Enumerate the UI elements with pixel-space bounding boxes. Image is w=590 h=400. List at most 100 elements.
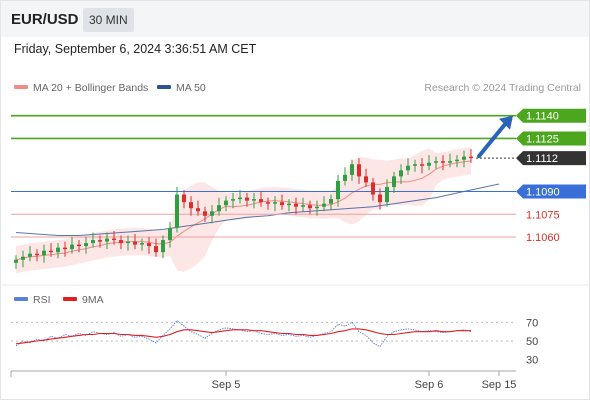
candle-body	[308, 205, 312, 209]
candle-body	[434, 161, 438, 163]
legend-rsi-label: RSI	[33, 294, 51, 306]
candle-body	[112, 238, 116, 241]
legend-ma20-label: MA 20 + Bollinger Bands	[33, 82, 148, 94]
candle-body	[322, 203, 326, 207]
legend-9ma-label: 9MA	[82, 294, 104, 306]
candle-body	[378, 194, 382, 203]
candle-body	[266, 202, 270, 204]
legend-rsi-swatch	[14, 297, 28, 301]
candle-body	[329, 199, 333, 204]
candle-body	[168, 227, 172, 241]
level-label-1: 1.1125	[526, 133, 559, 145]
forecast-arrow-head	[499, 115, 513, 130]
datetime-label: Friday, September 6, 2024 3:36:51 AM CET	[14, 42, 257, 56]
candle-body	[161, 240, 165, 253]
candle-body	[49, 250, 53, 253]
chart-header: EUR/USD 30 MIN	[1, 1, 589, 37]
candle-body	[231, 199, 235, 201]
candle-body	[385, 186, 389, 203]
candle-body	[392, 176, 396, 187]
candle-body	[259, 199, 263, 203]
candle-body	[28, 253, 32, 257]
candle-body	[301, 205, 305, 207]
candle-body	[441, 161, 445, 163]
rsi-tick-50: 50	[526, 336, 538, 348]
candle-body	[252, 199, 256, 201]
candle-body	[77, 244, 81, 247]
candle-body	[189, 202, 193, 209]
candle-body	[238, 197, 242, 200]
candle-body	[175, 194, 179, 228]
candle-body	[399, 170, 403, 177]
candle-body	[84, 243, 88, 247]
level-tag-2	[516, 151, 586, 166]
candle-body	[210, 211, 214, 216]
level-tag-0	[516, 108, 586, 123]
candle-body	[336, 180, 340, 200]
candle-body	[105, 238, 109, 242]
x-tick-label-1: Sep 6	[415, 379, 444, 391]
research-credit: Research © 2024 Trading Central	[424, 82, 581, 94]
candle-body	[119, 240, 123, 244]
rsi-series-rsi	[15, 319, 472, 348]
level-tag-3	[516, 184, 586, 199]
candle-body	[406, 165, 410, 171]
bollinger-band	[16, 147, 471, 274]
ma50-line	[15, 183, 500, 236]
candle-body	[357, 164, 361, 177]
x-tick-label-0: Sep 5	[212, 379, 241, 391]
candle-body	[245, 197, 249, 201]
level-label-3: 1.1090	[526, 187, 560, 199]
candle-body	[126, 241, 130, 244]
candle-body	[287, 203, 291, 206]
candle-body	[140, 243, 144, 245]
candle-body	[21, 256, 25, 260]
candle-body	[42, 250, 46, 256]
candle-body	[217, 205, 221, 212]
candle-body	[133, 241, 137, 245]
candle-body	[455, 159, 459, 162]
candle-body	[224, 200, 228, 206]
timeframe-button[interactable]: 30 MIN	[83, 8, 134, 32]
candle-body	[350, 164, 354, 175]
candle-body	[14, 259, 18, 263]
candle-body	[427, 162, 431, 166]
candle-body	[91, 240, 95, 244]
candle-body	[98, 240, 102, 242]
rsi-tick-70: 70	[526, 317, 538, 329]
legend-ma20-swatch	[14, 85, 28, 89]
rsi-series-9ma	[15, 328, 471, 345]
candle-body	[364, 176, 368, 183]
level-tag-1	[516, 131, 586, 146]
candle-body	[343, 174, 347, 181]
candle-body	[63, 247, 67, 250]
candle-body	[35, 253, 39, 256]
legend-ma50-label: MA 50	[176, 82, 206, 94]
candle-body	[70, 244, 74, 250]
level-label-5: 1.1060	[526, 232, 560, 244]
level-label-0: 1.1140	[526, 111, 559, 123]
rsi-tick-30: 30	[526, 355, 538, 367]
level-label-4: 1.1075	[526, 209, 560, 221]
candle-body	[147, 243, 151, 247]
symbol-label: EUR/USD	[11, 11, 79, 28]
x-tick-label-2: Sep 15	[482, 379, 517, 391]
level-label-2: 1.1112	[526, 153, 558, 165]
candle-body	[371, 182, 375, 195]
candle-body	[294, 203, 298, 207]
candle-body	[448, 161, 452, 163]
candle-body	[469, 156, 473, 159]
forecast-arrow-shaft	[477, 119, 509, 159]
candle-body	[462, 156, 466, 160]
candle-body	[420, 164, 424, 166]
legend-ma50-swatch	[157, 85, 171, 89]
candle-body	[280, 202, 284, 206]
candle-body	[154, 246, 158, 253]
candle-body	[56, 247, 60, 253]
candle-body	[413, 164, 417, 166]
candle-body	[203, 211, 207, 216]
candle-body	[182, 194, 186, 203]
candle-body	[273, 202, 277, 204]
